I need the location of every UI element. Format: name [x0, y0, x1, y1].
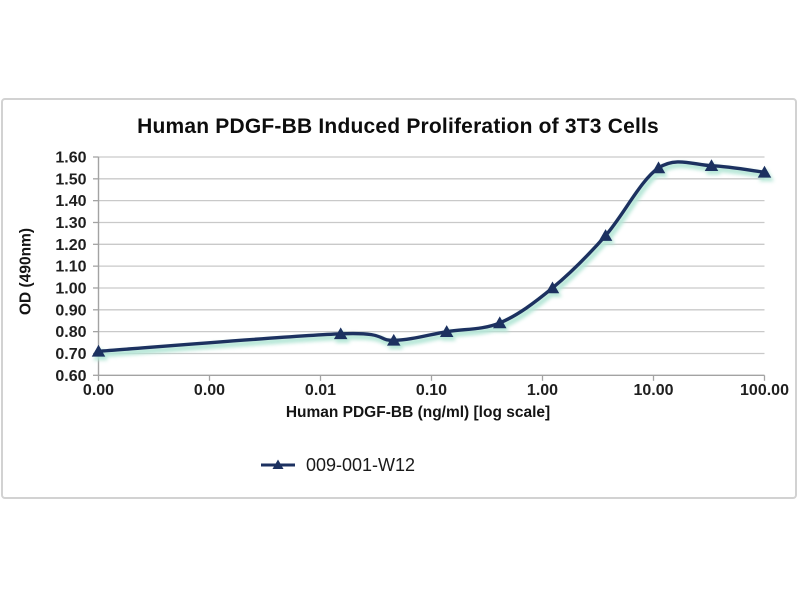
series-glow [93, 161, 774, 361]
chart-title: Human PDGF-BB Induced Proliferation of 3… [137, 115, 659, 138]
svg-text:0.01: 0.01 [305, 382, 336, 399]
svg-text:1.30: 1.30 [55, 215, 86, 232]
legend-marker-icon [261, 459, 295, 469]
tick-labels: 0.60 0.70 0.80 0.90 1.00 1.10 1.20 1.30 1.40 1.50… [55, 150, 789, 399]
svg-text:1.00: 1.00 [527, 382, 558, 399]
svg-text:0.60: 0.60 [55, 368, 86, 385]
svg-text:1.00: 1.00 [55, 280, 86, 297]
svg-text:0.70: 0.70 [55, 346, 86, 363]
svg-text:0.00: 0.00 [83, 382, 114, 399]
x-axis-title: Human PDGF-BB (ng/ml) [log scale] [285, 404, 551, 421]
svg-text:10.00: 10.00 [633, 382, 673, 399]
svg-text:0.90: 0.90 [55, 302, 86, 319]
svg-text:0.80: 0.80 [55, 324, 86, 341]
svg-text:0.00: 0.00 [194, 382, 225, 399]
y-axis-title: OD (490nm) [17, 228, 35, 315]
svg-text:0.10: 0.10 [416, 382, 447, 399]
svg-text:1.50: 1.50 [55, 171, 86, 188]
svg-text:1.40: 1.40 [55, 193, 86, 210]
svg-text:1.20: 1.20 [55, 237, 86, 254]
svg-text:100.00: 100.00 [740, 382, 789, 399]
gridlines [98, 156, 765, 355]
svg-text:1.10: 1.10 [55, 259, 86, 276]
legend-series-label: 009-001-W12 [306, 454, 416, 475]
legend: 009-001-W12 [259, 455, 415, 475]
series-line [91, 159, 772, 357]
svg-text:1.60: 1.60 [55, 150, 86, 167]
